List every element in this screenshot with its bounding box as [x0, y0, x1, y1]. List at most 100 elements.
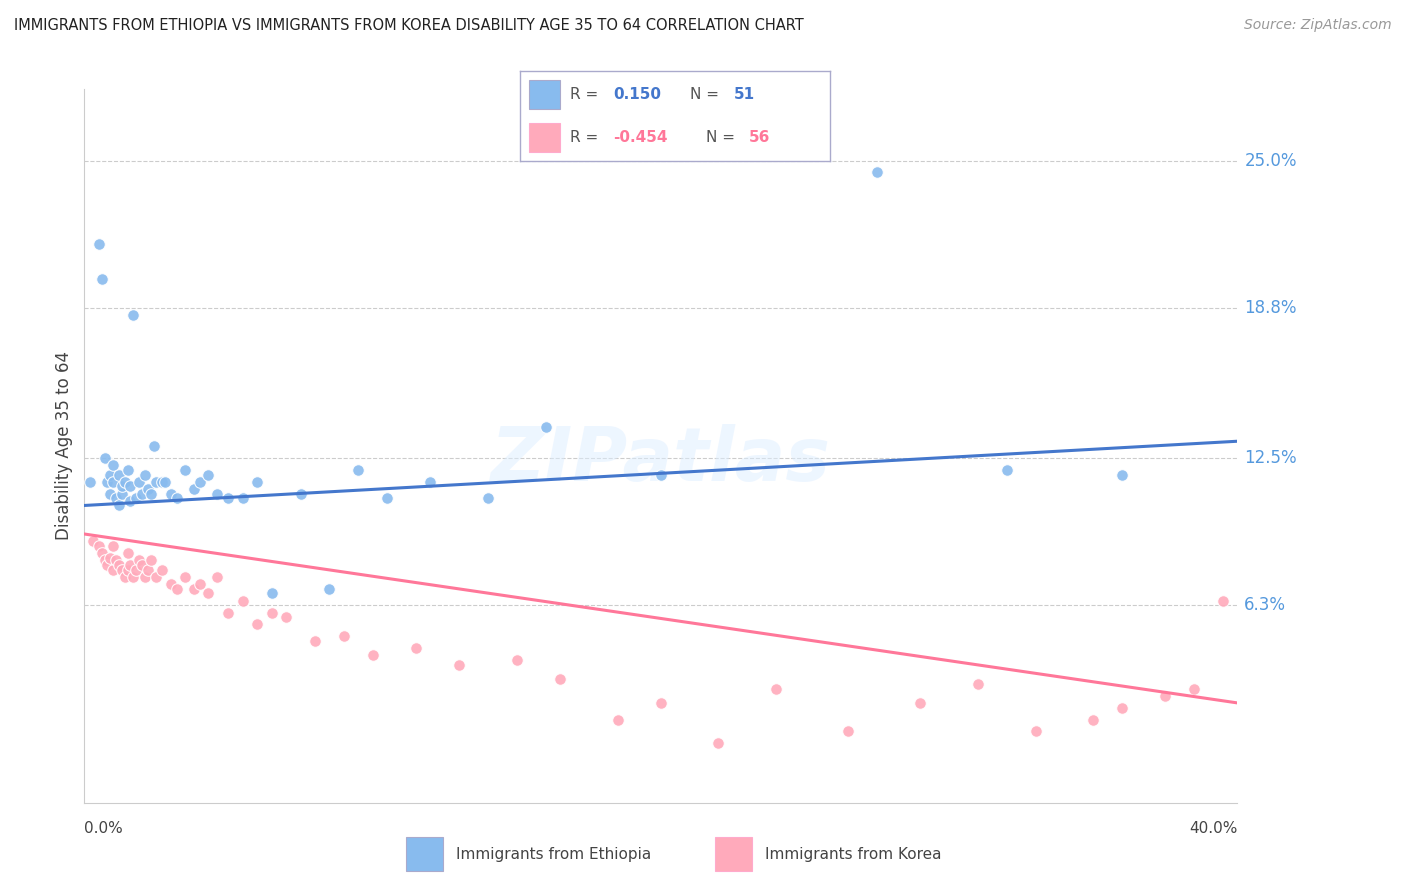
- Bar: [530, 80, 561, 109]
- Point: [79, 475, 101, 489]
- Point: [139, 553, 162, 567]
- Point: [114, 570, 136, 584]
- Point: [548, 672, 571, 686]
- Text: N =: N =: [690, 87, 720, 102]
- Point: [153, 475, 176, 489]
- Point: [1024, 724, 1046, 739]
- Point: [160, 486, 183, 500]
- Point: [197, 467, 219, 482]
- Point: [183, 482, 205, 496]
- Point: [117, 463, 139, 477]
- Point: [160, 577, 183, 591]
- Point: [232, 593, 254, 607]
- Point: [103, 563, 124, 577]
- Point: [136, 482, 159, 496]
- Point: [1154, 689, 1177, 703]
- Point: [131, 558, 153, 572]
- Text: Immigrants from Ethiopia: Immigrants from Ethiopia: [456, 847, 651, 862]
- Point: [134, 467, 156, 482]
- Point: [105, 491, 128, 506]
- Point: [217, 491, 239, 506]
- Text: -0.454: -0.454: [613, 130, 668, 145]
- Point: [447, 657, 470, 672]
- Point: [260, 586, 283, 600]
- Point: [93, 553, 115, 567]
- Point: [111, 486, 134, 500]
- Point: [93, 450, 115, 465]
- Point: [419, 475, 441, 489]
- Point: [837, 724, 859, 739]
- Point: [506, 653, 529, 667]
- Point: [120, 558, 142, 572]
- Point: [246, 617, 269, 632]
- Point: [650, 696, 672, 710]
- Point: [174, 463, 197, 477]
- Point: [232, 491, 254, 506]
- Point: [111, 563, 134, 577]
- Point: [1212, 593, 1234, 607]
- Point: [183, 582, 205, 596]
- Point: [606, 713, 628, 727]
- Point: [117, 563, 139, 577]
- Point: [1111, 700, 1133, 714]
- Point: [87, 539, 110, 553]
- Point: [145, 475, 167, 489]
- Point: [96, 558, 118, 572]
- Text: ZIPatlas: ZIPatlas: [491, 424, 831, 497]
- Point: [318, 582, 340, 596]
- Y-axis label: Disability Age 35 to 64: Disability Age 35 to 64: [55, 351, 73, 541]
- Point: [103, 458, 124, 472]
- Point: [125, 491, 148, 506]
- Point: [122, 308, 145, 322]
- Point: [246, 475, 269, 489]
- Point: [477, 491, 499, 506]
- Point: [98, 467, 121, 482]
- Point: [332, 629, 354, 643]
- Point: [98, 486, 121, 500]
- Point: [260, 606, 283, 620]
- Point: [166, 491, 188, 506]
- Text: IMMIGRANTS FROM ETHIOPIA VS IMMIGRANTS FROM KOREA DISABILITY AGE 35 TO 64 CORREL: IMMIGRANTS FROM ETHIOPIA VS IMMIGRANTS F…: [14, 18, 804, 33]
- Point: [1081, 713, 1104, 727]
- Point: [90, 272, 112, 286]
- Point: [274, 610, 298, 624]
- Point: [405, 641, 427, 656]
- Text: R =: R =: [569, 87, 598, 102]
- Text: 0.0%: 0.0%: [84, 821, 124, 836]
- Point: [82, 534, 104, 549]
- Point: [136, 563, 159, 577]
- Text: Source: ZipAtlas.com: Source: ZipAtlas.com: [1244, 18, 1392, 32]
- Point: [217, 606, 239, 620]
- Point: [103, 475, 124, 489]
- Point: [87, 236, 110, 251]
- Point: [205, 570, 228, 584]
- Point: [125, 563, 148, 577]
- Point: [174, 570, 197, 584]
- Point: [166, 582, 188, 596]
- Point: [108, 467, 131, 482]
- Text: 56: 56: [749, 130, 770, 145]
- Point: [188, 577, 211, 591]
- Point: [114, 475, 136, 489]
- Point: [120, 493, 142, 508]
- Point: [908, 696, 931, 710]
- Point: [145, 570, 167, 584]
- Text: 25.0%: 25.0%: [1244, 152, 1296, 169]
- Point: [866, 165, 889, 179]
- Point: [128, 475, 150, 489]
- Text: 40.0%: 40.0%: [1189, 821, 1237, 836]
- Text: 51: 51: [734, 87, 755, 102]
- Text: N =: N =: [706, 130, 735, 145]
- Point: [967, 677, 990, 691]
- Point: [117, 546, 139, 560]
- Point: [150, 563, 173, 577]
- Bar: [716, 837, 752, 871]
- Point: [707, 736, 730, 750]
- Point: [205, 486, 228, 500]
- Point: [122, 570, 145, 584]
- Point: [304, 634, 326, 648]
- Point: [290, 486, 312, 500]
- Point: [111, 479, 134, 493]
- Point: [139, 486, 162, 500]
- Point: [995, 463, 1018, 477]
